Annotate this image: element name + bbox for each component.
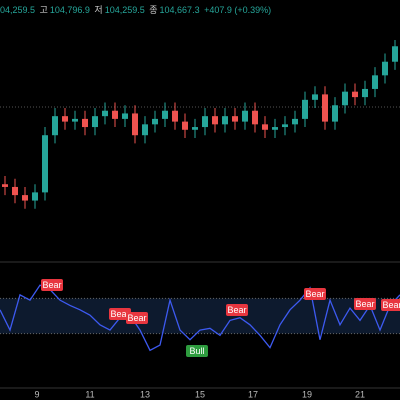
candle-body bbox=[382, 61, 388, 76]
candle-body bbox=[32, 192, 38, 201]
candle-body bbox=[192, 127, 198, 130]
candle-body bbox=[212, 116, 218, 125]
candle-body bbox=[222, 116, 228, 125]
signal-box bbox=[381, 299, 400, 311]
candle-body bbox=[302, 99, 308, 119]
candle-body bbox=[22, 195, 28, 201]
signal: Bear bbox=[41, 279, 63, 291]
candle-body bbox=[62, 116, 68, 122]
candle-body bbox=[332, 105, 338, 122]
signal: Bear bbox=[304, 288, 326, 300]
candle-body bbox=[92, 116, 98, 128]
signal: Bear bbox=[381, 299, 400, 311]
signal-box bbox=[304, 288, 326, 300]
candle-body bbox=[122, 113, 128, 119]
open: 04,259.5 bbox=[0, 5, 36, 15]
candle-body bbox=[262, 124, 268, 130]
candle-body bbox=[72, 118, 78, 122]
candle-body bbox=[282, 124, 288, 128]
signal-label: Bear bbox=[42, 280, 61, 290]
candle-body bbox=[342, 91, 348, 106]
x-tick-label: 11 bbox=[85, 389, 94, 399]
candle-body bbox=[292, 118, 298, 125]
candle-body bbox=[252, 110, 258, 125]
signal-label: Bear bbox=[110, 309, 129, 319]
candle-body bbox=[42, 135, 48, 193]
candle-body bbox=[12, 186, 18, 196]
x-tick-label: 17 bbox=[248, 389, 258, 399]
x-tick-label: 21 bbox=[355, 389, 365, 399]
signal-label: Bear bbox=[382, 300, 400, 310]
candle-body bbox=[2, 184, 8, 187]
signal-box bbox=[226, 304, 248, 316]
rsi-band bbox=[0, 298, 400, 334]
close-label: 종 bbox=[149, 5, 158, 15]
candle-body bbox=[352, 91, 358, 98]
candle-body bbox=[162, 110, 168, 119]
high: 104,796.9 bbox=[49, 5, 90, 15]
candle-body bbox=[322, 94, 328, 122]
candle-body bbox=[312, 94, 318, 100]
signal-box bbox=[126, 312, 148, 324]
candle-body bbox=[272, 127, 278, 130]
candle-body bbox=[362, 88, 368, 98]
candle-body bbox=[372, 75, 378, 89]
signal-label: Bull bbox=[189, 346, 204, 356]
rsi-line bbox=[0, 284, 400, 352]
signal-label: Bear bbox=[127, 313, 146, 323]
change: +407.9 (+0.39%) bbox=[204, 5, 272, 15]
x-tick-label: 15 bbox=[195, 389, 205, 399]
signal-box bbox=[109, 308, 131, 320]
signal: Bear bbox=[354, 298, 376, 310]
high-label: 고 bbox=[39, 5, 48, 15]
signal-label: Bear bbox=[305, 289, 324, 299]
candle-body bbox=[102, 110, 108, 117]
signal-label: Bear bbox=[355, 299, 374, 309]
signal: Bear bbox=[226, 304, 248, 316]
candle-body bbox=[112, 110, 118, 119]
candle-body bbox=[142, 124, 148, 136]
candle-body bbox=[152, 118, 158, 125]
signal-box bbox=[186, 345, 208, 357]
signal-label: Bear bbox=[227, 305, 246, 315]
candle-body bbox=[132, 113, 138, 136]
candle-body bbox=[172, 110, 178, 122]
signal: Bear bbox=[126, 312, 148, 324]
close: 104,667.3 bbox=[159, 5, 200, 15]
candle-body bbox=[82, 118, 88, 128]
signal-box bbox=[41, 279, 63, 291]
candle-body bbox=[232, 116, 238, 122]
candle-body bbox=[392, 46, 398, 62]
x-tick-label: 19 bbox=[302, 389, 312, 399]
signal: Bear bbox=[109, 308, 131, 320]
x-tick-label: 9 bbox=[34, 389, 39, 399]
ohlc-header: 04,259.5 고 104,796.9 저 104,259.5 종 104,667.… bbox=[0, 3, 273, 16]
signal-box bbox=[354, 298, 376, 310]
x-tick-label: 13 bbox=[140, 389, 150, 399]
candle-body bbox=[202, 116, 208, 128]
candle-body bbox=[52, 116, 58, 136]
signal: Bull bbox=[186, 345, 208, 357]
candle-body bbox=[182, 121, 188, 130]
low-label: 저 bbox=[94, 5, 103, 15]
low: 104,259.5 bbox=[104, 5, 145, 15]
candle-body bbox=[242, 110, 248, 122]
